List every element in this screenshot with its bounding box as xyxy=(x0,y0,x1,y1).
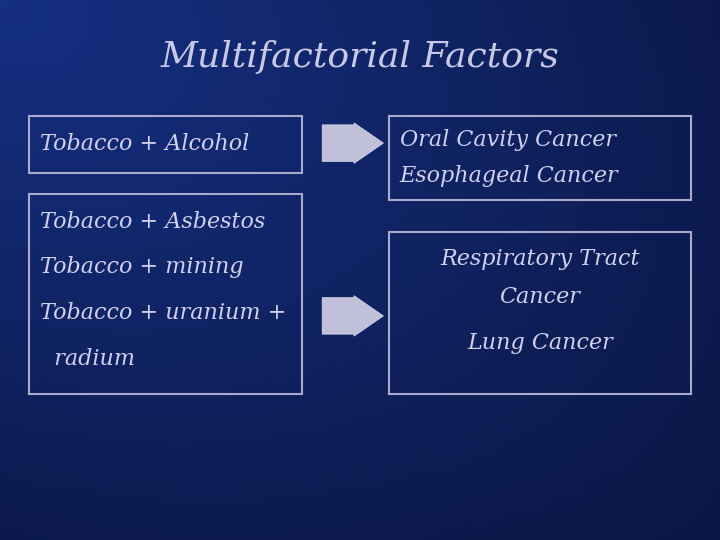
Polygon shape xyxy=(323,296,383,336)
Text: Lung Cancer: Lung Cancer xyxy=(467,332,613,354)
Text: radium: radium xyxy=(40,348,135,370)
Text: Tobacco + uranium +: Tobacco + uranium + xyxy=(40,302,286,325)
Text: Tobacco + Alcohol: Tobacco + Alcohol xyxy=(40,133,249,156)
Text: Multifactorial Factors: Multifactorial Factors xyxy=(161,40,559,73)
Text: Tobacco + Asbestos: Tobacco + Asbestos xyxy=(40,211,265,233)
Text: Oral Cavity Cancer
Esophageal Cancer: Oral Cavity Cancer Esophageal Cancer xyxy=(400,129,618,187)
Polygon shape xyxy=(323,123,383,163)
Text: Cancer: Cancer xyxy=(500,286,580,308)
Text: Tobacco + mining: Tobacco + mining xyxy=(40,256,243,279)
Text: Respiratory Tract: Respiratory Tract xyxy=(440,248,640,271)
